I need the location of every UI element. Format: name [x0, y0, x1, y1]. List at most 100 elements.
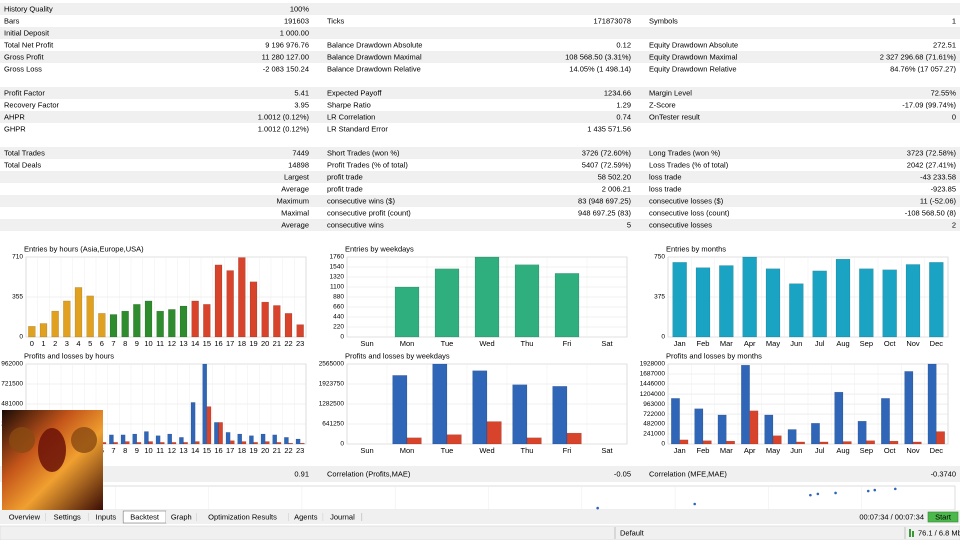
- stat-value: 2042 (27.41%): [907, 160, 957, 169]
- stat-label: LR Correlation: [327, 112, 375, 121]
- x-tick-label: 16: [214, 339, 222, 348]
- status-icon: [909, 529, 911, 537]
- bar: [155, 435, 161, 445]
- tab[interactable]: Overview: [9, 512, 41, 521]
- tab-bg[interactable]: [45, 511, 89, 523]
- start-button[interactable]: Start: [935, 512, 952, 521]
- y-tick-label: 482000: [643, 421, 665, 428]
- bar: [672, 262, 687, 338]
- bar: [229, 440, 235, 445]
- x-tick-label: Fri: [563, 446, 572, 455]
- image-tiger-left: [9, 427, 35, 453]
- y-tick-label: 0: [340, 334, 344, 341]
- tab[interactable]: Settings: [54, 512, 81, 521]
- tab-bg[interactable]: [166, 511, 197, 523]
- tab-bg[interactable]: [288, 511, 324, 523]
- bar: [194, 441, 200, 445]
- x-tick-label: Sun: [360, 339, 373, 348]
- bar: [144, 431, 149, 445]
- stat-value: 1.0012 (0.12%): [258, 124, 310, 133]
- y-tick-label: 375: [654, 294, 665, 301]
- y-tick-label: 1760: [330, 254, 345, 261]
- stat-label: Ticks: [327, 16, 344, 25]
- bar: [113, 442, 118, 445]
- bar: [260, 433, 266, 445]
- bar: [446, 434, 462, 445]
- bar: [834, 391, 844, 445]
- stat-value: 1.0012 (0.12%): [258, 112, 310, 121]
- stat-value: 1234.66: [604, 88, 631, 97]
- tab-bg[interactable]: [88, 511, 124, 523]
- x-tick-label: 5: [88, 339, 92, 348]
- tab[interactable]: Inputs: [96, 512, 117, 521]
- chart-title: Entries by months: [666, 244, 726, 253]
- x-tick-label: 16: [214, 446, 222, 455]
- scatter-point: [693, 502, 696, 506]
- tab-bg[interactable]: [323, 511, 362, 523]
- y-tick-label: 660: [333, 304, 344, 311]
- x-tick-label: Thu: [521, 446, 534, 455]
- x-tick-label: 14: [191, 339, 199, 348]
- stat-value: Average: [281, 184, 309, 193]
- x-tick-label: May: [766, 339, 780, 348]
- stat-value: 14.05% (1 498.14): [569, 64, 631, 73]
- stat-value: 948 697.25 (83): [578, 208, 631, 217]
- x-tick-label: 7: [111, 446, 115, 455]
- stat-value: Maximal: [281, 208, 309, 217]
- stat-label: consecutive profit (count): [327, 208, 411, 217]
- x-tick-label: Nov: [906, 446, 920, 455]
- bar: [51, 310, 59, 338]
- bar: [772, 435, 782, 445]
- x-tick-label: Wed: [479, 446, 494, 455]
- y-tick-label: 880: [333, 294, 344, 301]
- x-tick-label: 20: [261, 339, 269, 348]
- bar: [109, 314, 118, 338]
- tab[interactable]: Agents: [294, 512, 318, 521]
- stat-label: profit trade: [327, 172, 363, 181]
- scatter-point: [809, 493, 812, 497]
- y-tick-label: 1204000: [640, 391, 666, 398]
- stat-label: Total Net Profit: [4, 40, 54, 49]
- tab[interactable]: Graph: [171, 512, 192, 521]
- bar: [284, 313, 293, 338]
- stat-label: LR Standard Error: [327, 124, 388, 133]
- x-tick-label: 6: [100, 339, 104, 348]
- row-bg: [0, 147, 960, 159]
- x-tick-label: 10: [144, 339, 152, 348]
- x-tick-label: 13: [179, 446, 187, 455]
- bar: [249, 281, 258, 338]
- x-tick-label: 19: [249, 446, 257, 455]
- stat-value: 11 (-52.06): [920, 196, 957, 205]
- bar: [671, 398, 680, 445]
- bar: [238, 257, 246, 338]
- start-button-bg[interactable]: [927, 511, 959, 523]
- tab-bg[interactable]: [196, 511, 289, 523]
- y-tick-label: 1100: [330, 284, 344, 291]
- bar: [526, 437, 542, 445]
- bar: [272, 434, 278, 445]
- tab[interactable]: Journal: [330, 512, 355, 521]
- timer: 00:07:34 / 00:07:34: [859, 512, 924, 521]
- x-tick-label: Tue: [441, 339, 454, 348]
- bar: [148, 441, 153, 445]
- y-tick-label: 963000: [643, 401, 665, 408]
- bar: [679, 439, 689, 445]
- stat-value: 83 (948 697.25): [578, 196, 631, 205]
- bar: [86, 295, 94, 338]
- stat-value: 72.55%: [931, 88, 957, 97]
- stat-label: Balance Drawdown Relative: [327, 64, 421, 73]
- x-tick-label: 1: [41, 339, 45, 348]
- bar: [39, 323, 48, 338]
- tab-bg[interactable]: [3, 511, 46, 523]
- stat-label: Symbols: [649, 16, 678, 25]
- bar: [167, 433, 173, 445]
- stat-value: -0.05: [614, 469, 631, 478]
- x-tick-label: Feb: [697, 339, 710, 348]
- tab[interactable]: Backtest: [130, 512, 160, 521]
- bar: [889, 440, 899, 445]
- x-tick-label: 8: [123, 339, 127, 348]
- image-figure: [38, 428, 66, 472]
- bar: [912, 441, 922, 445]
- tab[interactable]: Optimization Results: [208, 512, 277, 521]
- bar: [835, 258, 851, 338]
